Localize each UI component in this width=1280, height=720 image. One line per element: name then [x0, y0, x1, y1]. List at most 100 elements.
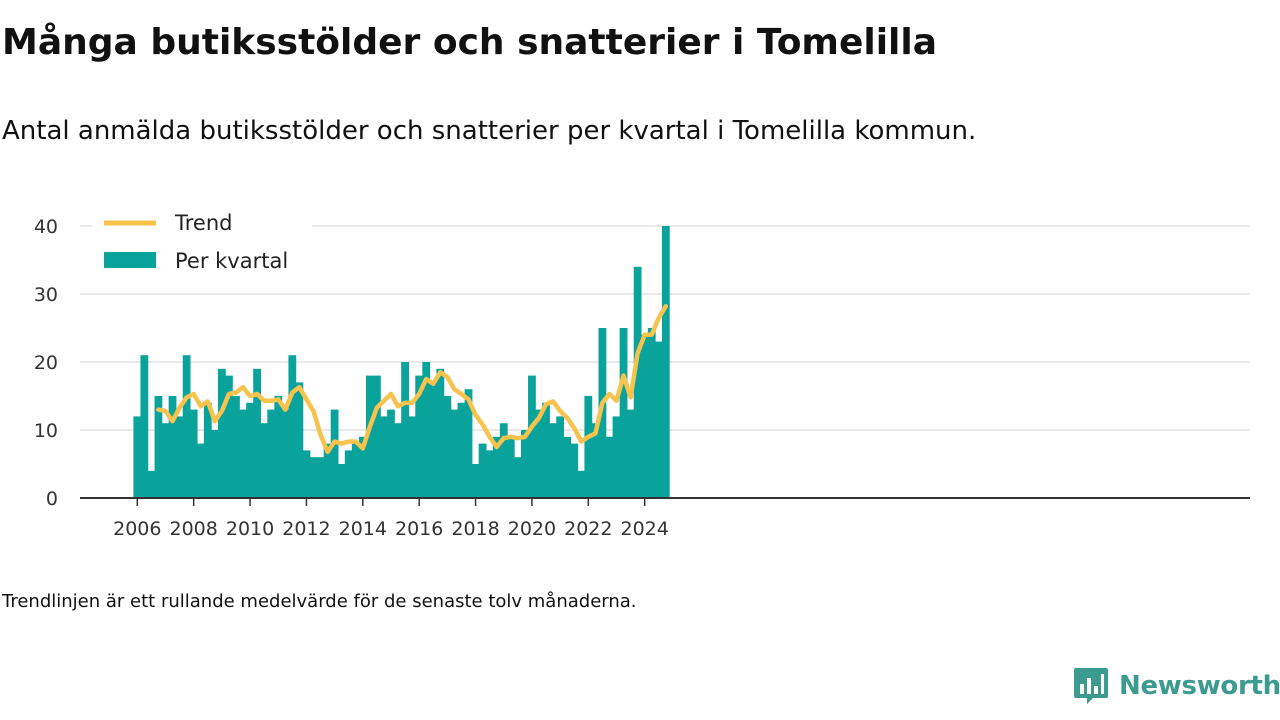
brand-name: Newsworthy [1119, 671, 1280, 701]
trend-series [156, 303, 669, 455]
bar [239, 409, 247, 498]
bar [253, 368, 261, 498]
bar [351, 443, 360, 498]
bar [267, 409, 276, 498]
bar [640, 334, 649, 498]
bar [225, 375, 233, 498]
bar [513, 457, 522, 498]
bar [365, 375, 374, 498]
x-tick-label: 2024 [621, 518, 669, 540]
bar [217, 368, 226, 498]
bar [478, 443, 487, 498]
bar [626, 409, 635, 498]
chart-legend: Trend Per kvartal [92, 204, 312, 286]
bar [654, 341, 663, 498]
page-title: Många butiksstölder och snatterier i Tom… [2, 22, 938, 63]
bar [147, 470, 156, 498]
bar-series [133, 226, 670, 498]
bar [520, 430, 529, 498]
x-tick-label: 2014 [339, 518, 387, 540]
bar [464, 389, 473, 498]
bar [542, 402, 550, 498]
legend-bar-label: Per kvartal [175, 249, 288, 273]
bar [358, 436, 367, 498]
bar [443, 396, 452, 498]
bar [570, 443, 579, 498]
footnote: Trendlinjen är ett rullande medelvärde f… [2, 591, 637, 612]
bar [154, 396, 163, 498]
bar [133, 416, 142, 498]
brand-logo: Newsworthy [1073, 666, 1280, 706]
bar-chart-speech-bubble-icon [1074, 668, 1108, 704]
page-subtitle: Antal anmälda butiksstölder och snatteri… [2, 116, 977, 146]
x-tick-label: 2020 [508, 518, 556, 540]
y-tick-label: 30 [34, 284, 58, 306]
bar [584, 396, 593, 498]
bar [535, 409, 543, 498]
bar [302, 450, 311, 498]
bar [471, 464, 480, 498]
y-tick-label: 40 [34, 216, 58, 238]
bar [189, 409, 198, 498]
bar [330, 409, 339, 498]
bar [168, 396, 177, 498]
bar [563, 436, 572, 498]
x-tick-label: 2006 [113, 518, 161, 540]
bar [633, 266, 642, 498]
legend-background [92, 204, 312, 286]
x-tick-label: 2008 [169, 518, 217, 540]
bar [344, 450, 353, 498]
bar [337, 464, 346, 498]
bar [591, 423, 600, 498]
trend-line [156, 303, 669, 455]
y-tick-label: 0 [46, 488, 58, 510]
bar [429, 382, 438, 498]
bar [232, 396, 240, 498]
bar [661, 226, 670, 498]
bar [372, 375, 381, 498]
bar [422, 362, 431, 498]
bar [457, 402, 466, 498]
bar [210, 430, 219, 498]
x-tick-label: 2012 [282, 518, 330, 540]
bar [288, 355, 297, 498]
bar [196, 443, 205, 498]
bar [612, 416, 621, 498]
bar [408, 416, 417, 498]
bar [140, 355, 149, 498]
bar [175, 416, 184, 498]
bar [415, 375, 424, 498]
bar [492, 436, 501, 498]
bar [485, 450, 494, 498]
bar [528, 375, 536, 498]
bar [260, 423, 269, 498]
x-tick-label: 2010 [226, 518, 274, 540]
bar [281, 409, 290, 498]
bar [556, 416, 565, 498]
bar [309, 457, 318, 498]
bar [577, 470, 586, 498]
x-tick-label: 2018 [451, 518, 499, 540]
bar [161, 423, 170, 498]
bar [450, 409, 459, 498]
bar [605, 436, 614, 498]
bar [619, 328, 628, 498]
bar [295, 382, 304, 498]
bar [506, 436, 515, 498]
x-tick-label: 2022 [564, 518, 612, 540]
bar [647, 328, 656, 498]
bar [499, 423, 508, 498]
bar [380, 416, 388, 498]
y-tick-label: 20 [34, 352, 58, 374]
bar [401, 362, 409, 498]
bar [394, 423, 402, 498]
x-axis: 2006 2008 2010 2012 2014 2016 2018 2020 2022 2024 [113, 498, 669, 540]
bar [436, 368, 445, 498]
bar [387, 409, 395, 498]
bar [549, 423, 557, 498]
legend-trend-label: Trend [174, 211, 232, 235]
bar [598, 328, 607, 498]
bar [203, 402, 212, 498]
y-axis: 0 10 20 30 40 [34, 216, 58, 510]
